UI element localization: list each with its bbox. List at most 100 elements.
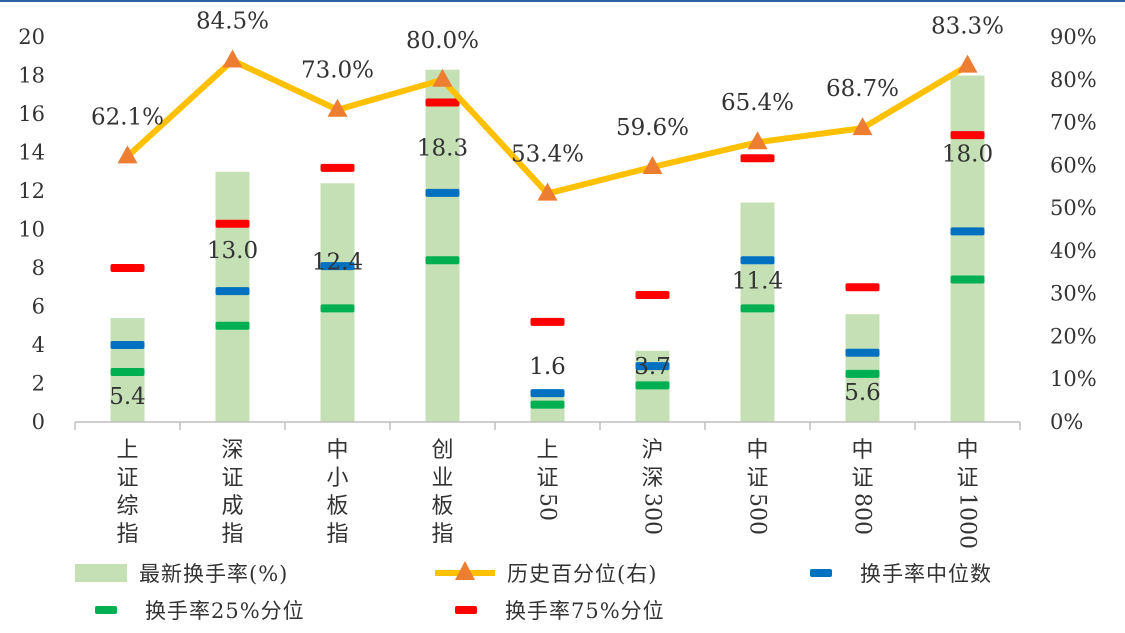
x-category-char: 中 <box>851 438 873 463</box>
x-category-char: 创 <box>431 438 453 463</box>
dash-0-1 <box>215 287 250 296</box>
x-category-5: 沪深300沪深300 <box>640 438 665 535</box>
y-right-tick-0: 0% <box>1050 410 1083 434</box>
bar-label-2: 12.4 <box>312 249 363 275</box>
dash-0-2 <box>320 262 355 271</box>
legend-label: 换手率75%分位 <box>505 599 665 623</box>
x-category-char: 深 <box>221 438 243 463</box>
y-left-tick-9: 18 <box>18 64 45 88</box>
percentile-line-layer <box>117 49 978 201</box>
x-category-char: 业 <box>431 466 453 491</box>
x-category-char: 上 <box>116 438 138 463</box>
x-category-digits: 500 <box>745 493 770 535</box>
dash-2-4 <box>530 317 565 326</box>
dash-1-0 <box>110 367 145 376</box>
percentile-marker-6 <box>747 131 768 150</box>
x-category-1: 深证成指深证成指 <box>221 438 243 547</box>
percentile-marker-7 <box>852 117 873 136</box>
bar-3 <box>425 69 460 422</box>
bar-label-6: 11.4 <box>732 269 783 295</box>
y-right-tick-8: 80% <box>1050 68 1097 92</box>
dash-1-7 <box>845 369 880 378</box>
dash-markers-layer <box>110 98 985 409</box>
y-right-tick-7: 70% <box>1050 111 1097 135</box>
dash-0-8 <box>950 227 985 236</box>
dash-0-0 <box>110 341 145 349</box>
y-left-tick-1: 2 <box>32 372 45 396</box>
x-category-2: 中小板指中小板指 <box>326 438 348 547</box>
dash-2-2 <box>320 163 355 172</box>
x-category-char: 中 <box>956 438 978 463</box>
y-right-tick-9: 90% <box>1050 25 1097 49</box>
bar-label-3: 18.3 <box>417 136 468 162</box>
y-left-tick-10: 20 <box>18 25 45 49</box>
bar-label-1: 13.0 <box>207 238 258 264</box>
x-category-char: 证 <box>956 466 978 491</box>
percentile-label-7: 68.7% <box>826 76 899 102</box>
percentile-marker-5 <box>642 156 663 175</box>
percentile-label-2: 73.0% <box>301 58 374 84</box>
legend-swatch-bar <box>75 564 127 582</box>
x-category-digits: 800 <box>850 493 875 535</box>
dash-0-4 <box>530 389 565 398</box>
x-category-char: 中 <box>746 438 768 463</box>
legend-swatch-dash <box>95 606 117 614</box>
dash-0-7 <box>845 348 880 357</box>
x-category-6: 中证500中证500 <box>745 438 770 535</box>
legend-item-4: 换手率75%分位 <box>455 599 665 623</box>
x-category-char: 证 <box>851 466 873 491</box>
x-category-digits: 1000 <box>955 493 980 549</box>
percentile-marker-3 <box>432 68 453 87</box>
dash-2-5 <box>635 290 670 299</box>
y-left-tick-0: 0 <box>32 410 45 434</box>
percentile-marker-4 <box>537 182 558 201</box>
dash-2-3 <box>425 98 460 107</box>
y-right-tick-5: 50% <box>1050 196 1097 220</box>
y-right-tick-3: 30% <box>1050 282 1097 306</box>
dash-1-6 <box>740 304 775 313</box>
percentile-label-1: 84.5% <box>196 9 269 35</box>
y-left-tick-5: 10 <box>18 218 45 242</box>
percentile-marker-2 <box>327 98 348 117</box>
x-category-char: 深 <box>641 466 663 491</box>
x-category-0: 上证综指上证综指 <box>116 438 138 547</box>
x-category-char: 成 <box>221 494 243 519</box>
x-category-char: 指 <box>326 522 348 547</box>
legend-label: 历史百分位(右) <box>507 562 657 586</box>
x-category-char: 证 <box>746 466 768 491</box>
x-category-char: 指 <box>431 522 453 547</box>
dash-1-4 <box>530 400 565 409</box>
x-category-char: 上 <box>536 438 558 463</box>
percentile-label-6: 65.4% <box>721 90 794 116</box>
legend-item-1: 历史百分位(右) <box>435 561 657 586</box>
dash-1-2 <box>320 304 355 313</box>
dash-2-8 <box>950 131 985 140</box>
data-labels-layer: 5.4 13.0 12.4 18.3 1.6 3.7 11.4 5.6 18.0 62.1% 84.… <box>91 9 1004 411</box>
y-left-tick-8: 16 <box>18 102 45 126</box>
legend-label: 换手率25%分位 <box>145 599 305 623</box>
x-category-7: 中证800中证800 <box>850 438 875 535</box>
x-category-char: 小 <box>326 466 348 491</box>
dash-0-6 <box>740 256 775 265</box>
legend-label: 换手率中位数 <box>860 562 992 586</box>
bar-label-0: 5.4 <box>109 384 146 410</box>
dash-0-5 <box>635 362 670 371</box>
bar-2 <box>320 183 355 422</box>
y-left-tick-3: 6 <box>32 295 45 319</box>
legend-item-2: 换手率中位数 <box>810 562 992 586</box>
x-category-char: 证 <box>221 466 243 491</box>
y-left-tick-4: 8 <box>32 256 45 280</box>
y-right-tick-6: 60% <box>1050 153 1097 177</box>
dash-2-7 <box>845 283 880 292</box>
x-category-char: 沪 <box>641 438 663 463</box>
bar-label-5: 3.7 <box>634 354 671 380</box>
axes-layer: 0 2 4 6 8 10 12 14 16 18 20 0% 10% 20% 30% 40% 50% 60% 70%… <box>18 25 1096 549</box>
bar-7 <box>845 314 880 422</box>
x-category-char: 综 <box>116 494 138 519</box>
legend-swatch-dash <box>455 606 477 614</box>
bar-1 <box>215 171 250 422</box>
y-right-tick-1: 10% <box>1050 367 1097 391</box>
dash-0-3 <box>425 188 460 197</box>
